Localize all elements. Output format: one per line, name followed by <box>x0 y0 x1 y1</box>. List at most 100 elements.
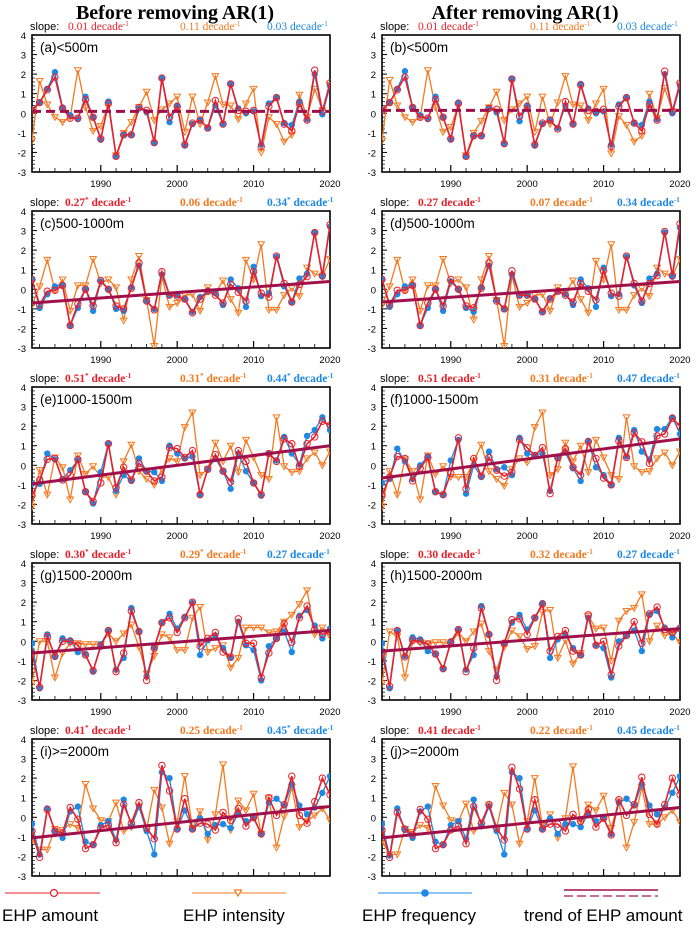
point-intensity <box>119 458 128 466</box>
point-intensity <box>127 441 136 449</box>
point-intensity <box>142 475 151 484</box>
point-amount <box>492 676 501 685</box>
point-intensity <box>241 624 251 632</box>
x-tick-label: 2010 <box>243 707 264 718</box>
point-amount <box>142 297 151 305</box>
point-amount <box>311 228 319 237</box>
point-intensity <box>591 807 601 815</box>
point-frequency <box>326 772 330 780</box>
point-amount <box>158 473 166 481</box>
point-intensity <box>584 117 593 125</box>
point-amount <box>97 276 105 285</box>
slope-value-intensity: 0.22 decade-1 <box>530 724 593 737</box>
point-amount <box>257 830 265 838</box>
y-tick-label: 3 <box>371 403 376 414</box>
point-intensity <box>545 811 555 819</box>
y-tick-label: -1 <box>18 481 26 492</box>
point-amount <box>439 302 447 310</box>
point-amount <box>303 272 311 281</box>
point-intensity <box>584 469 593 477</box>
point-intensity <box>477 276 486 284</box>
point-intensity <box>127 621 136 629</box>
point-amount <box>416 464 424 472</box>
point-amount <box>393 452 401 461</box>
point-amount <box>249 267 258 276</box>
series-line-amount <box>32 70 330 157</box>
point-amount <box>219 467 227 475</box>
plot-area <box>382 220 680 348</box>
point-intensity <box>408 119 417 127</box>
point-frequency <box>311 426 318 434</box>
point-intensity <box>66 821 75 829</box>
y-tick-label: 4 <box>21 207 26 218</box>
point-amount <box>288 127 296 135</box>
slope-value-frequency: 0.45 decade-1 <box>617 724 680 737</box>
point-intensity <box>150 481 159 490</box>
point-intensity <box>545 472 555 480</box>
plot-frame <box>31 210 331 349</box>
point-intensity <box>43 846 52 854</box>
point-amount <box>515 615 524 623</box>
point-amount <box>219 120 227 128</box>
point-amount <box>462 667 470 676</box>
point-intensity <box>226 442 235 450</box>
slope-value-intensity: 0.06 decade-1 <box>180 196 243 209</box>
point-amount <box>515 785 524 793</box>
point-intensity <box>279 463 289 471</box>
slope-prefix: slope: <box>30 373 59 385</box>
point-intensity <box>272 414 281 422</box>
point-frequency <box>44 450 51 457</box>
point-intensity <box>393 256 402 265</box>
point-intensity <box>43 101 52 109</box>
x-tick-label: 2000 <box>517 179 538 190</box>
point-frequency <box>424 803 432 810</box>
point-intensity <box>385 77 394 85</box>
point-intensity <box>279 138 289 146</box>
point-amount <box>32 275 36 284</box>
point-amount <box>638 127 646 135</box>
point-amount <box>668 774 677 782</box>
point-intensity <box>660 270 669 278</box>
x-tick-label: 2010 <box>593 707 614 718</box>
point-intensity <box>96 817 105 825</box>
slope-value-frequency: 0.34* decade-1 <box>267 196 334 209</box>
point-intensity <box>523 646 532 654</box>
point-amount <box>43 455 51 464</box>
point-frequency <box>523 450 531 457</box>
point-amount <box>112 667 120 676</box>
point-intensity <box>561 439 570 447</box>
point-amount <box>112 152 120 161</box>
point-amount <box>265 794 273 802</box>
y-tick-label: -1 <box>18 305 26 316</box>
point-amount <box>538 443 547 452</box>
x-tick-label: 1990 <box>90 531 111 542</box>
x-tick-label: 2010 <box>593 531 614 542</box>
x-tick-label: 2010 <box>243 355 264 366</box>
point-intensity <box>545 606 555 615</box>
point-amount <box>257 673 265 682</box>
legend: EHP amount EHP intensity EHP frequency t… <box>0 880 700 930</box>
point-intensity <box>43 491 52 499</box>
point-intensity <box>599 792 608 800</box>
point-amount <box>219 648 227 656</box>
point-intensity <box>264 794 274 802</box>
point-amount <box>500 139 508 148</box>
point-amount <box>272 252 281 260</box>
point-intensity <box>35 283 44 291</box>
point-intensity <box>81 471 90 479</box>
point-amount <box>150 835 158 843</box>
x-tick-label: 2020 <box>319 531 340 542</box>
point-intensity <box>279 618 289 626</box>
slope-value-intensity: 0.31 decade-1 <box>530 372 593 385</box>
point-amount <box>431 650 440 658</box>
point-intensity <box>416 822 425 830</box>
point-amount <box>242 457 250 466</box>
point-amount <box>615 795 623 804</box>
point-intensity <box>545 307 555 316</box>
point-amount <box>630 429 638 437</box>
legend-marker-frequency <box>421 889 429 897</box>
point-amount <box>653 432 661 440</box>
point-amount <box>462 840 470 848</box>
point-amount <box>280 120 288 128</box>
slope-value-intensity: 0.32 decade-1 <box>530 548 593 561</box>
